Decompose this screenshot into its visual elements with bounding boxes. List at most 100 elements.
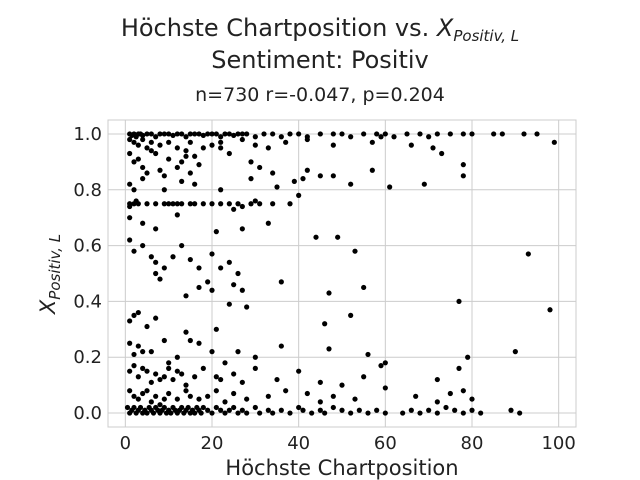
data-point	[166, 360, 172, 366]
data-point	[278, 407, 284, 413]
data-point	[248, 159, 254, 165]
data-point	[218, 265, 224, 271]
data-point	[174, 212, 180, 218]
data-point	[144, 170, 150, 176]
x-axis-label: Höchste Chartposition	[225, 456, 459, 480]
data-point	[443, 404, 449, 411]
data-point	[150, 410, 157, 416]
data-point	[127, 215, 133, 221]
data-point	[179, 371, 185, 377]
data-point	[278, 134, 284, 140]
data-point	[252, 365, 258, 371]
data-point	[239, 287, 245, 293]
data-point	[231, 371, 237, 377]
data-point	[140, 176, 146, 182]
data-point	[133, 198, 139, 204]
data-point	[235, 349, 241, 355]
data-point	[135, 156, 141, 162]
data-point	[148, 148, 154, 154]
data-point	[200, 365, 206, 371]
data-point	[317, 173, 323, 179]
data-point	[322, 410, 328, 416]
data-point	[365, 351, 371, 358]
data-point	[209, 410, 215, 416]
data-point	[174, 164, 180, 171]
data-point	[222, 410, 228, 416]
data-point	[434, 399, 440, 405]
data-point	[430, 145, 436, 151]
data-point	[231, 132, 237, 138]
data-point	[465, 354, 471, 360]
data-point	[187, 337, 193, 344]
x-tick-label: 20	[201, 433, 224, 454]
data-point	[127, 203, 133, 210]
data-point	[239, 226, 245, 232]
data-point	[283, 139, 289, 145]
data-point	[235, 270, 241, 277]
data-point	[200, 201, 206, 207]
data-point	[135, 374, 141, 380]
data-point	[551, 139, 557, 145]
y-axis-label: XPositiv, L	[36, 234, 64, 314]
data-point	[274, 184, 280, 190]
data-point	[252, 404, 258, 411]
data-point	[413, 393, 419, 399]
data-point	[296, 368, 302, 374]
data-point	[300, 176, 306, 182]
data-point	[265, 393, 271, 399]
data-point	[382, 385, 388, 391]
data-point	[361, 131, 367, 137]
y-axis-label-symbol: X	[36, 299, 60, 315]
data-point	[153, 371, 159, 377]
data-point	[213, 388, 219, 394]
data-point	[382, 360, 388, 366]
data-point	[205, 279, 211, 285]
data-point	[235, 131, 241, 137]
data-point	[161, 374, 167, 380]
data-point	[135, 343, 141, 349]
data-point	[226, 150, 232, 157]
chart-title-prefix: Höchste Chartposition vs.	[120, 14, 437, 42]
data-point	[244, 396, 250, 402]
x-tick-label: 0	[120, 433, 131, 454]
data-point	[209, 131, 215, 137]
data-point	[252, 142, 258, 148]
data-point	[127, 150, 133, 157]
data-point	[209, 251, 215, 257]
data-point	[153, 201, 159, 207]
data-point	[161, 396, 167, 402]
data-point	[144, 323, 150, 330]
data-point	[270, 410, 276, 416]
data-point	[304, 167, 310, 173]
data-point	[239, 203, 245, 210]
data-point	[179, 178, 185, 184]
data-point	[265, 407, 271, 413]
data-point	[508, 407, 514, 413]
data-point	[426, 407, 432, 413]
data-point	[222, 131, 228, 137]
data-point	[157, 376, 163, 383]
data-point	[187, 131, 193, 137]
data-point	[166, 201, 172, 207]
data-point	[131, 404, 137, 411]
data-point	[187, 393, 193, 399]
data-point	[460, 162, 466, 168]
data-point	[456, 298, 462, 305]
data-point	[248, 176, 254, 182]
data-point	[170, 201, 176, 207]
data-point	[140, 164, 146, 171]
data-point	[157, 276, 163, 282]
data-point	[135, 396, 141, 402]
data-point	[352, 396, 358, 402]
data-point	[218, 201, 224, 207]
data-point	[248, 201, 254, 207]
data-point	[239, 379, 245, 385]
data-point	[166, 131, 172, 137]
data-point	[200, 145, 206, 151]
data-point	[348, 181, 354, 187]
data-point	[239, 131, 245, 137]
data-point	[378, 363, 384, 369]
data-point	[127, 237, 133, 243]
data-point	[391, 134, 397, 140]
data-point	[348, 134, 354, 140]
